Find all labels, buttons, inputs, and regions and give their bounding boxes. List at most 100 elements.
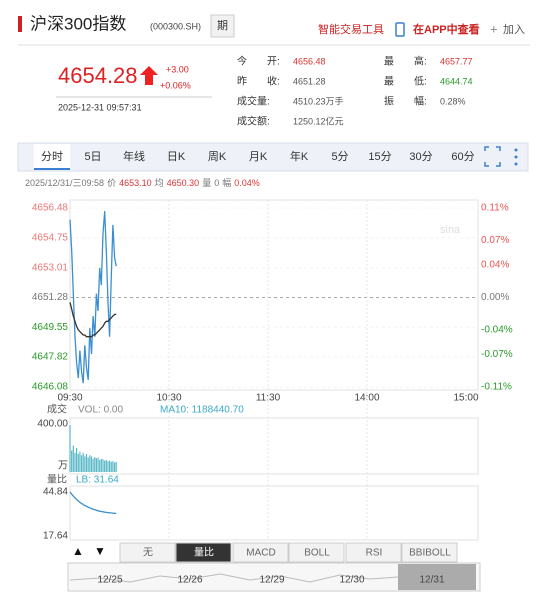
cursor-avg: 4650.30: [167, 178, 200, 188]
plot-frame: [69, 199, 479, 391]
nav-date: 12/29: [259, 575, 284, 586]
ma-label: MA10: 1188440.70: [160, 405, 244, 416]
tab[interactable]: 周K: [208, 150, 227, 163]
tab[interactable]: 月K: [249, 151, 268, 163]
change-pct: +0.06%: [160, 80, 191, 90]
stat-value: 4651.28: [293, 76, 326, 86]
y2-tick-label: 0.11%: [481, 203, 509, 214]
tab[interactable]: 5日: [84, 151, 101, 163]
vol-frame: [69, 417, 479, 475]
volume-bar: [80, 455, 83, 472]
fullscreen-icon[interactable]: [484, 146, 501, 167]
volume-bar: [105, 460, 107, 472]
tab[interactable]: 60分: [451, 150, 474, 163]
indicator-tab[interactable]: [345, 542, 402, 563]
volume-bar: [84, 456, 86, 472]
arrow-down-button[interactable]: ▼: [94, 544, 106, 558]
stat-label: 振 幅:: [384, 95, 427, 108]
menu-dot: [514, 148, 518, 152]
tab-bar: [17, 142, 529, 172]
indicator-tab[interactable]: [175, 542, 232, 563]
nav-date: 12/31: [419, 575, 444, 586]
y-tick-label: 4653.01: [32, 262, 69, 273]
volume-bar: [85, 454, 88, 472]
volume-bar: [92, 458, 94, 472]
quote-time: 2025-12-31 09:57:31: [58, 102, 142, 112]
lb-tick-label: 44.84: [43, 487, 68, 498]
lb-label: LB: 31.64: [76, 475, 119, 486]
stat-value: 0.28%: [440, 96, 466, 106]
stat-value: 4656.48: [293, 56, 326, 66]
badge-button[interactable]: [210, 14, 235, 38]
badge: 期: [217, 19, 228, 32]
stat-label: 成交额:: [237, 115, 270, 128]
add-link[interactable]: 加入: [503, 23, 525, 36]
lb-title: 量比: [47, 474, 67, 486]
y2-tick-label: -0.04%: [481, 325, 513, 336]
volume-bar: [113, 462, 116, 472]
menu-dot: [514, 162, 518, 166]
cursor-amp-label: 幅: [222, 177, 231, 188]
arrow-up-button[interactable]: ▲: [72, 544, 84, 558]
up-arrow: [140, 66, 158, 85]
volume-bar: [104, 460, 106, 472]
stat-value: 4644.74: [440, 76, 473, 86]
plus-icon: +: [490, 21, 498, 36]
volume-bar: [99, 460, 101, 472]
tab[interactable]: 日K: [167, 151, 186, 163]
volume-bar: [72, 445, 74, 472]
indicator-tab[interactable]: [119, 542, 176, 563]
tab[interactable]: 年K: [290, 149, 309, 163]
volume-bar: [102, 459, 104, 472]
volume-bar: [90, 456, 93, 472]
volume-bar: [107, 461, 109, 472]
y-tick-label: 4656.48: [32, 203, 69, 214]
x-tick-label: 15:00: [453, 393, 478, 404]
volume-bar: [110, 461, 112, 472]
indicator-label: RSI: [366, 548, 383, 559]
phone-icon: [395, 22, 405, 37]
y-tick-label: 4647.82: [32, 352, 69, 363]
cursor-info: 2025/12/31/三09:58 价 4653.10 均 4650.30 量 0 幅 0.04…: [25, 177, 260, 188]
indicator-label: BOLL: [304, 548, 330, 559]
volume-bar: [100, 458, 102, 472]
cursor-price-label: 价: [107, 178, 116, 188]
volume-bar: [115, 461, 117, 472]
volume-bar: [109, 460, 111, 472]
volume-bar: [77, 454, 79, 472]
title-marker: [18, 16, 22, 32]
tab[interactable]: 分时: [41, 150, 63, 163]
cursor-time: 2025/12/31/三09:58: [25, 178, 104, 188]
cursor-vol: 0: [214, 178, 219, 188]
cursor-price: 4653.10: [119, 178, 152, 188]
volume-bar: [79, 451, 81, 472]
series-line: [69, 211, 117, 384]
x-tick-label: 09:30: [57, 393, 82, 404]
tab[interactable]: 30分: [409, 150, 432, 163]
y-tick-label: 4651.28: [32, 292, 69, 303]
app-link[interactable]: 在APP中查看: [413, 22, 480, 36]
indicator-tab[interactable]: [232, 542, 289, 563]
tab[interactable]: 年线: [123, 149, 145, 163]
y2-tick-label: 0.00%: [481, 292, 509, 303]
indicator-tab[interactable]: [288, 542, 345, 563]
tab[interactable]: 5分: [331, 150, 348, 163]
y2-tick-label: 0.04%: [481, 260, 509, 271]
x-tick-label: 14:00: [354, 393, 379, 404]
indicator-tab[interactable]: [401, 542, 458, 563]
nav-date: 12/30: [339, 575, 364, 586]
tools-link[interactable]: 智能交易工具: [318, 22, 384, 36]
stat-label: 昨 收:: [237, 75, 280, 88]
stat-label: 成交量:: [237, 95, 270, 108]
vol-label: VOL: 0.00: [78, 405, 123, 416]
lb-tick-label: 17.64: [43, 531, 68, 542]
lb-line: [69, 491, 117, 515]
nav-date: 12/25: [97, 575, 122, 586]
volume-bar: [87, 457, 89, 472]
change: +3.00: [166, 64, 189, 74]
tab[interactable]: 15分: [368, 150, 391, 163]
stat-value: 1250.12亿元: [293, 115, 344, 126]
cursor-avg-label: 均: [155, 177, 164, 188]
navigator-line: [69, 573, 399, 583]
navigator-selection[interactable]: [398, 564, 476, 590]
